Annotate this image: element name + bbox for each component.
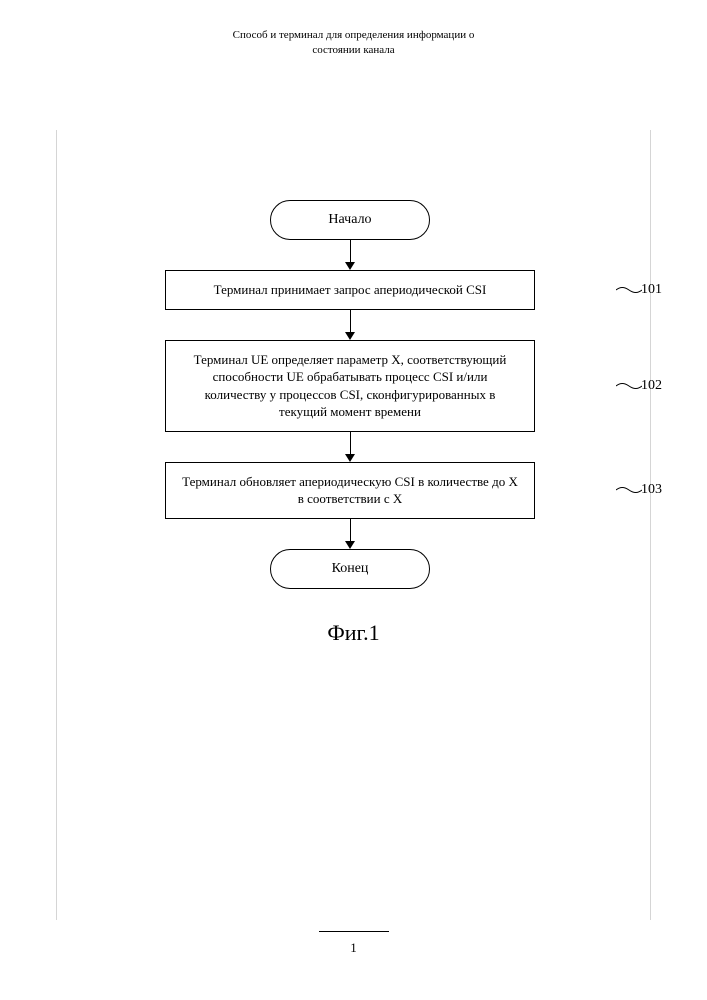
page-header: Способ и терминал для определения информ… <box>0 28 707 59</box>
step-3-label: Терминал обновляет апериодическую CSI в … <box>182 474 518 507</box>
arrow-head-icon <box>345 262 355 270</box>
connector-line-icon <box>616 481 642 499</box>
step-2-ref: 102 <box>641 378 662 394</box>
figure-caption: Фиг.1 <box>0 620 707 646</box>
step-3-ref: 103 <box>641 482 662 498</box>
header-line-1: Способ и терминал для определения информ… <box>233 29 475 41</box>
flowchart: Начало Терминал принимает запрос апериод… <box>90 200 610 589</box>
step-1-ref: 101 <box>641 282 662 298</box>
connector-line-icon <box>616 281 642 299</box>
step-2-wrapper: Терминал UE определяет параметр X, соотв… <box>90 340 610 432</box>
arrow-line <box>350 310 351 332</box>
step-3-node: Терминал обновляет апериодическую CSI в … <box>165 462 535 519</box>
start-node: Начало <box>270 200 430 240</box>
connector-line-icon <box>616 377 642 395</box>
arrow-line <box>350 519 351 541</box>
arrow-3 <box>90 432 610 462</box>
arrow-head-icon <box>345 332 355 340</box>
step-2-label: Терминал UE определяет параметр X, соотв… <box>194 352 507 420</box>
arrow-4 <box>90 519 610 549</box>
step-2-node: Терминал UE определяет параметр X, соотв… <box>165 340 535 432</box>
page-number-rule <box>319 931 389 932</box>
arrow-2 <box>90 310 610 340</box>
arrow-head-icon <box>345 541 355 549</box>
end-node: Конец <box>270 549 430 589</box>
arrow-head-icon <box>345 454 355 462</box>
left-margin-guide <box>56 130 57 920</box>
arrow-line <box>350 240 351 262</box>
step-1-label: Терминал принимает запрос апериодической… <box>214 282 487 297</box>
step-3-wrapper: Терминал обновляет апериодическую CSI в … <box>90 462 610 519</box>
right-margin-guide <box>650 130 651 920</box>
step-1-wrapper: Терминал принимает запрос апериодической… <box>90 270 610 310</box>
step-1-node: Терминал принимает запрос апериодической… <box>165 270 535 310</box>
start-label: Начало <box>328 212 371 228</box>
page-number: 1 <box>0 940 707 956</box>
arrow-line <box>350 432 351 454</box>
end-label: Конец <box>332 561 369 577</box>
arrow-1 <box>90 240 610 270</box>
header-line-2: состоянии канала <box>312 44 394 56</box>
